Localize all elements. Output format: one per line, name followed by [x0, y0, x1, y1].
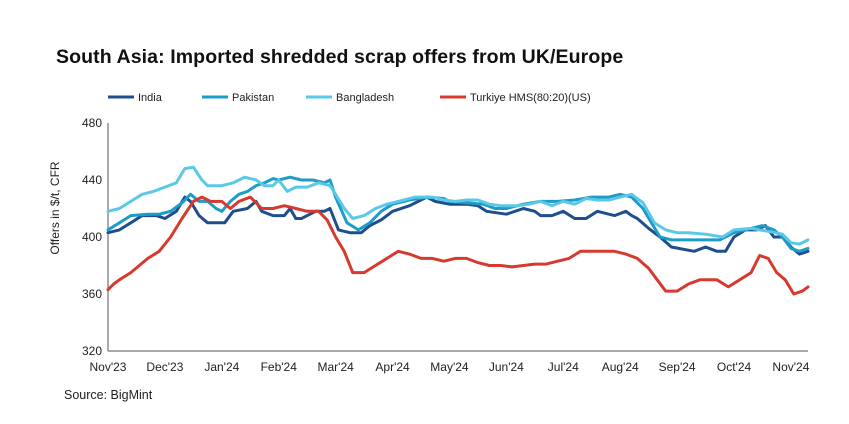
x-tick-label: Dec'23 [146, 360, 183, 374]
x-tick-label: Nov'23 [90, 360, 127, 374]
legend-label: Bangladesh [336, 92, 394, 104]
source-note: Source: BigMint [64, 388, 153, 402]
y-tick-label: 400 [82, 230, 102, 244]
legend-item: Pakistan [202, 92, 274, 104]
x-tick-label: Jan'24 [204, 360, 239, 374]
series-line-pakistan [106, 175, 810, 253]
x-tick-label: Oct'24 [717, 360, 752, 374]
series-layer [106, 165, 810, 296]
legend-item: Bangladesh [306, 92, 394, 104]
x-tick-label: Jun'24 [489, 360, 524, 374]
x-tick-label: May'24 [430, 360, 469, 374]
y-tick-label: 480 [82, 116, 102, 130]
x-tick-label: Aug'24 [602, 360, 639, 374]
legend-label: India [138, 92, 163, 104]
legend-label: Pakistan [232, 92, 274, 104]
chart-title: South Asia: Imported shredded scrap offe… [56, 46, 624, 68]
x-tick-label: Apr'24 [375, 360, 410, 374]
y-tick-label: 320 [82, 344, 102, 358]
x-tick-label: Nov'24 [772, 360, 809, 374]
legend-item: India [108, 92, 163, 104]
series-line-turkiye-hms-80-20-us [106, 195, 810, 296]
legend: India Pakistan Bangladesh Turkiye HMS(80:20… [108, 92, 591, 104]
series-line-india [106, 195, 810, 256]
x-tick-label: Mar'24 [317, 360, 354, 374]
y-tick-label: 360 [82, 287, 102, 301]
x-tick-label: Jul'24 [548, 360, 579, 374]
legend-item: Turkiye HMS(80:20)(US) [440, 92, 591, 104]
axes: 320 360 400 440 480 Nov'23 Dec'23 Jan'24 Feb'24 M… [82, 116, 810, 374]
x-tick-label: Sep'24 [659, 360, 696, 374]
y-tick-label: 440 [82, 173, 102, 187]
y-axis-label: Offers in $/t, CFR [48, 161, 62, 254]
legend-label: Turkiye HMS(80:20)(US) [470, 92, 591, 104]
series-line-bangladesh [106, 165, 810, 246]
x-tick-label: Feb'24 [261, 360, 298, 374]
